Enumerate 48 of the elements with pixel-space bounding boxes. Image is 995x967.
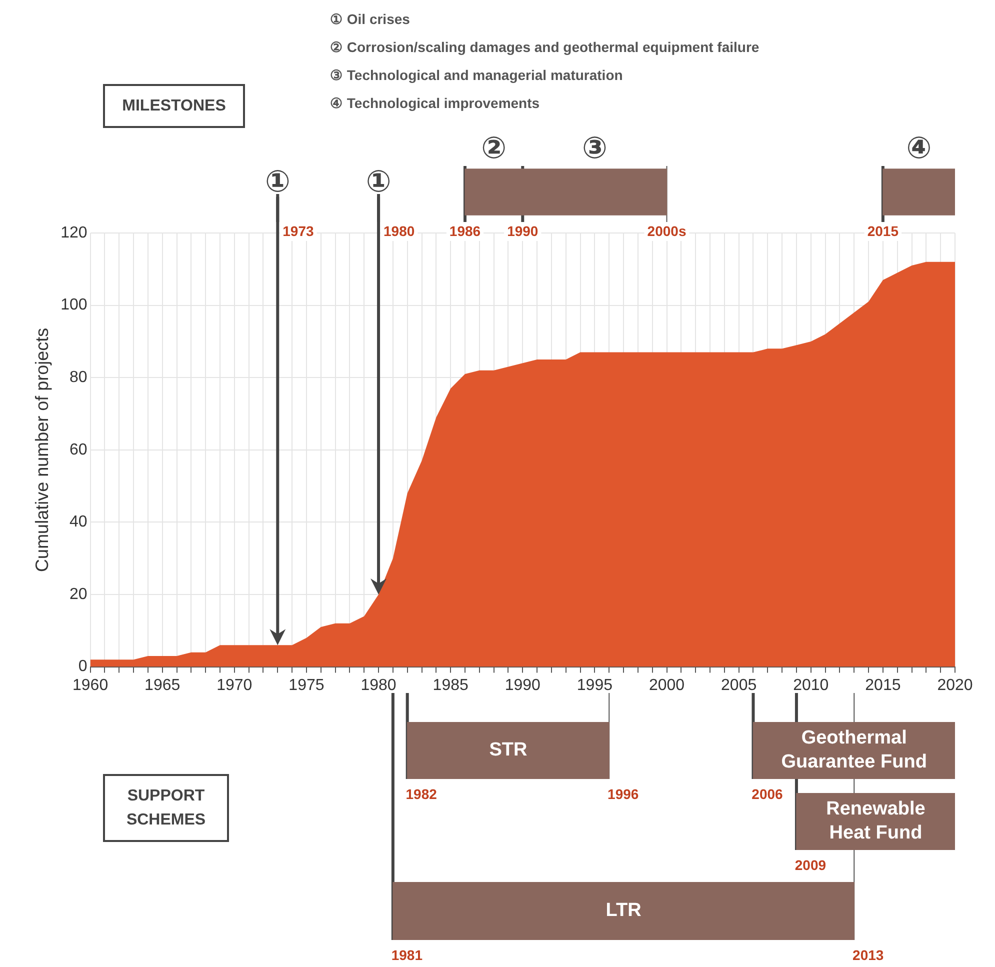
x-tick-label: 2000 [648, 676, 685, 694]
y-tick-label: 120 [60, 224, 88, 242]
text: ④ Technological improvements [330, 94, 540, 111]
x-tick-label: 1990 [504, 676, 541, 694]
ref-line-label: 1982 [406, 786, 438, 802]
text: ② Corrosion/scaling damages and geothermal equipment failure [330, 38, 760, 55]
x-tick-label: 1985 [432, 676, 468, 694]
series-label: STR [489, 740, 528, 761]
ref-line-label: 2015 [867, 222, 899, 239]
y-tick-label: 0 [78, 658, 88, 676]
y-tick-label: 60 [70, 441, 88, 458]
ref-line-label: 1980 [384, 222, 415, 239]
x-tick-label: 2015 [865, 676, 901, 694]
ref-line-label: 2000s [647, 222, 686, 239]
x-tick-label: 1960 [72, 676, 108, 694]
ref-line-label: 2006 [752, 786, 784, 802]
ref-line-label: 2009 [794, 856, 826, 873]
series-label: ② [481, 130, 507, 166]
annotation: ① [366, 164, 392, 200]
x-tick-label: 1970 [216, 676, 252, 694]
y-tick-label: 80 [70, 369, 88, 386]
x-tick-label: 2020 [937, 676, 973, 694]
series-label: Renewable Heat Fund [826, 798, 926, 844]
text: ③ Technological and managerial maturation [330, 66, 623, 83]
series-label: Geothermal Guarantee Fund [781, 728, 927, 773]
x-tick-label: 1975 [288, 676, 324, 694]
ref-line-label: 1973 [282, 222, 314, 239]
ref-line-label: 2013 [852, 946, 884, 963]
series-label: ④ [906, 130, 932, 166]
ref-line-label: 1981 [391, 946, 423, 963]
y-tick-label: 40 [70, 514, 88, 531]
y-tick-label: 20 [70, 586, 88, 603]
x-tick-label: 1965 [144, 676, 180, 694]
x-tick-label: 1980 [360, 676, 396, 694]
ref-line-label: 1986 [449, 222, 481, 239]
text: MILESTONES [122, 97, 226, 114]
series-label: LTR [606, 900, 642, 922]
x-tick-label: 2010 [793, 676, 829, 694]
y-axis-title: Cumulative number of projects [32, 328, 52, 572]
ref-line-label: 1996 [608, 786, 639, 802]
series-label: ③ [582, 130, 608, 166]
x-tick-label: 1995 [576, 676, 613, 694]
annotation: SUPPORT SCHEMES [126, 787, 206, 828]
x-tick-label: 2005 [721, 676, 757, 694]
annotation: ① [264, 164, 290, 200]
ref-line-label: 1990 [507, 222, 538, 239]
text: ① Oil crises [330, 10, 410, 27]
y-tick-label: 100 [60, 296, 88, 314]
